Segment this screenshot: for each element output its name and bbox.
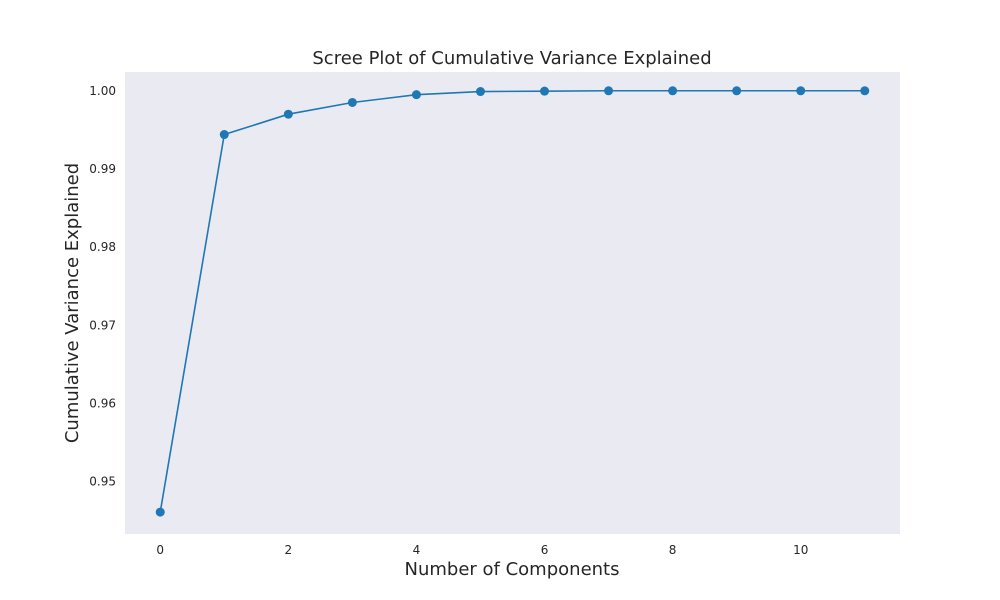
plot-area (125, 72, 900, 534)
data-point (668, 86, 678, 96)
data-point (155, 507, 165, 517)
y-axis-title: Cumulative Variance Explained (62, 163, 83, 443)
y-tick-label: 0.96 (89, 396, 116, 410)
x-tick-label: 0 (156, 543, 164, 557)
x-tick-label: 4 (413, 543, 421, 557)
data-point (540, 86, 550, 96)
x-tick-label: 8 (669, 543, 677, 557)
x-ticks: 0 2 4 6 8 10 (156, 543, 808, 557)
data-point (732, 86, 742, 96)
data-point (860, 86, 870, 96)
x-tick-label: 10 (793, 543, 808, 557)
y-ticks: 0.95 0.96 0.97 0.98 0.99 1.00 (89, 84, 116, 489)
data-point (411, 90, 421, 100)
data-point (475, 87, 485, 97)
y-tick-label: 1.00 (89, 84, 116, 98)
series-line (159, 89, 865, 513)
data-point (219, 130, 229, 140)
data-point (283, 109, 293, 119)
data-point (796, 86, 806, 96)
x-tick-label: 2 (285, 543, 293, 557)
chart-title: Scree Plot of Cumulative Variance Explai… (312, 48, 711, 69)
x-tick-label: 6 (541, 543, 549, 557)
y-tick-label: 0.97 (89, 318, 116, 332)
y-tick-label: 0.98 (89, 240, 116, 254)
data-point (347, 97, 357, 107)
y-tick-label: 0.95 (89, 475, 116, 489)
series-points (155, 86, 870, 517)
x-axis-title: Number of Components (405, 559, 620, 580)
y-tick-label: 0.99 (89, 162, 116, 176)
data-point (604, 86, 614, 96)
